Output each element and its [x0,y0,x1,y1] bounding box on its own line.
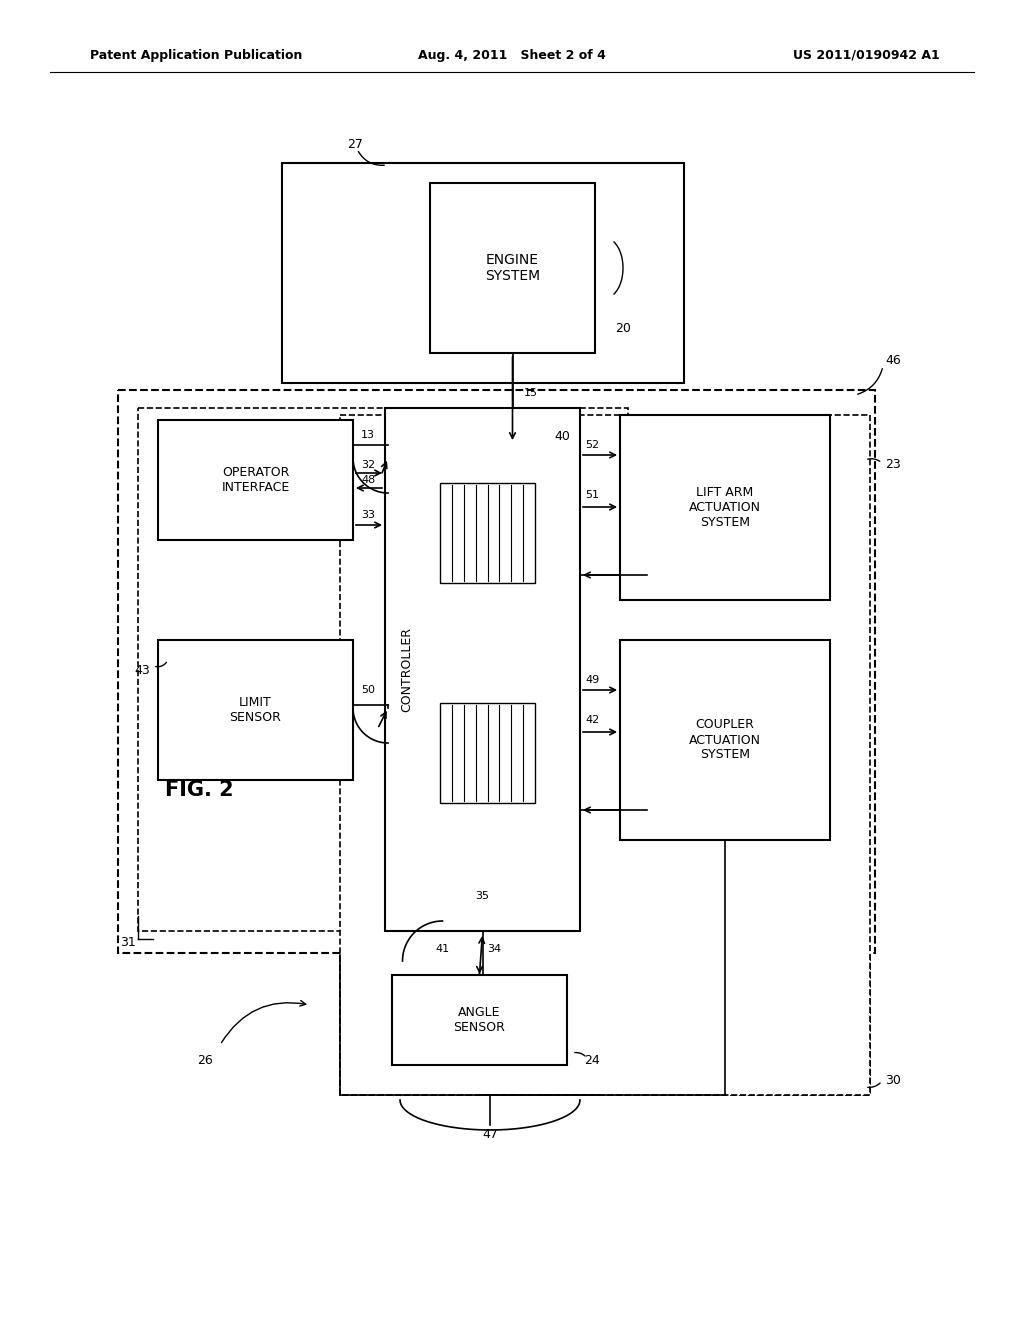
Text: CONTROLLER: CONTROLLER [400,627,414,711]
Bar [440,704,535,803]
Bar [340,414,870,1096]
Text: 13: 13 [361,430,375,440]
Text: 41: 41 [435,944,450,954]
Bar [620,414,830,601]
Text: 33: 33 [361,510,375,520]
Text: US 2011/0190942 A1: US 2011/0190942 A1 [794,49,940,62]
Bar [440,483,535,583]
Text: LIFT ARM
ACTUATION
SYSTEM: LIFT ARM ACTUATION SYSTEM [689,486,761,529]
Text: 31: 31 [120,936,136,949]
Bar [625,645,825,836]
Text: 49: 49 [585,675,599,685]
Text: 42: 42 [585,715,599,725]
Text: 27: 27 [347,139,362,152]
Text: 32: 32 [361,459,375,470]
Bar [158,420,353,540]
Text: ENGINE
SYSTEM: ENGINE SYSTEM [485,253,540,282]
Bar [282,162,684,383]
Text: 15: 15 [523,388,538,399]
Text: Aug. 4, 2011   Sheet 2 of 4: Aug. 4, 2011 Sheet 2 of 4 [418,49,606,62]
Text: 24: 24 [584,1053,600,1067]
Text: OPERATOR
INTERFACE: OPERATOR INTERFACE [221,466,290,494]
Bar [164,426,347,535]
Text: 40: 40 [554,429,570,442]
Text: 30: 30 [885,1073,901,1086]
Text: 26: 26 [198,1053,213,1067]
Bar [138,408,628,931]
Bar [430,183,595,352]
Text: 20: 20 [615,322,631,334]
Bar [158,640,353,780]
Text: COUPLER
ACTUATION
SYSTEM: COUPLER ACTUATION SYSTEM [689,718,761,762]
Text: 50: 50 [361,685,375,696]
Text: 35: 35 [475,891,489,902]
Text: 23: 23 [885,458,901,471]
Text: ANGLE
SENSOR: ANGLE SENSOR [454,1006,506,1034]
Bar [620,640,830,840]
Text: LIMIT
SENSOR: LIMIT SENSOR [229,696,282,723]
Bar [385,408,580,931]
Text: 43: 43 [134,664,150,676]
Text: 51: 51 [585,490,599,500]
Text: 46: 46 [885,354,901,367]
Text: 47: 47 [482,1129,498,1142]
Text: 52: 52 [585,440,599,450]
Text: Patent Application Publication: Patent Application Publication [90,49,302,62]
Text: 34: 34 [487,944,502,954]
Bar [118,389,874,953]
Text: 48: 48 [361,475,375,484]
Bar [392,975,567,1065]
Bar [625,420,825,595]
Bar [340,954,870,1096]
Text: FIG. 2: FIG. 2 [165,780,233,800]
